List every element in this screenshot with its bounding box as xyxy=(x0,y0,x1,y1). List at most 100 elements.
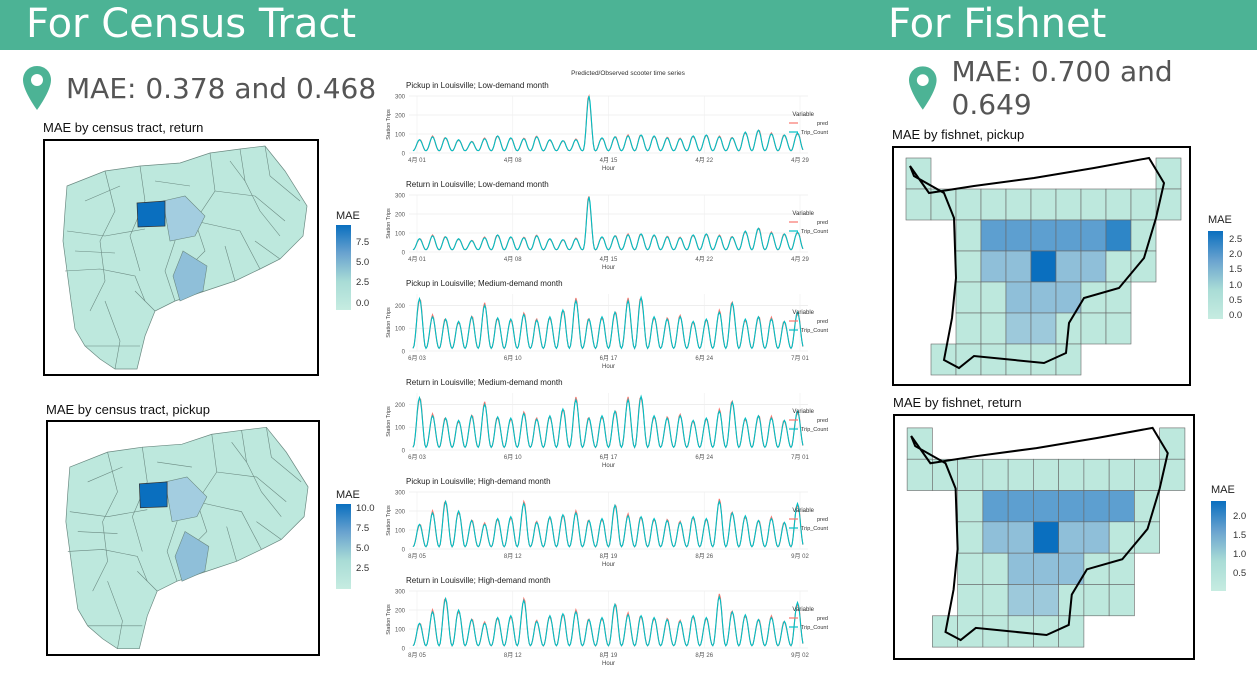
x-tick-label: 4月 29 xyxy=(791,157,809,164)
legend-tick: 2.0 xyxy=(1229,249,1243,260)
tract-high xyxy=(136,200,166,228)
x-axis-label: Hour xyxy=(602,364,615,370)
fishnet-cell xyxy=(1033,490,1059,523)
fishnet-cell xyxy=(1155,157,1182,190)
y-tick-label: 100 xyxy=(395,628,406,634)
fishnet-cell xyxy=(1130,219,1157,252)
fishnet-cell xyxy=(1005,250,1032,283)
time-series-panel: Return in Louisville; Medium-demand mont… xyxy=(386,378,828,469)
legend-label: pred xyxy=(817,616,828,622)
legend-tick: 0.0 xyxy=(356,298,370,309)
fishnet-cell xyxy=(1108,458,1135,491)
y-tick-label: 300 xyxy=(395,491,406,497)
y-axis-label: Station Trips xyxy=(386,406,392,437)
fishnet-cell xyxy=(982,458,1009,491)
x-tick-label: 4月 15 xyxy=(600,256,618,263)
tract-boundary xyxy=(84,185,121,202)
legend-title: Variable xyxy=(792,211,814,217)
x-tick-label: 4月 22 xyxy=(695,157,713,164)
x-tick-label: 4月 15 xyxy=(600,157,618,164)
census-return-legend-title: MAE xyxy=(336,210,360,222)
tract-boundary xyxy=(154,180,191,187)
legend-tick: 0.0 xyxy=(1229,310,1243,321)
legend-label: Trip_Count xyxy=(801,229,828,235)
fishnet-cell xyxy=(1105,188,1132,221)
fishnet-cell xyxy=(1058,490,1085,523)
chart-title: Return in Louisville; Low-demand month xyxy=(406,180,549,189)
chart-title: Pickup in Louisville; Medium-demand mont… xyxy=(406,279,563,288)
fishnet-cell xyxy=(1083,458,1110,491)
fishnet-cell xyxy=(980,281,1007,314)
census-pickup-map-frame xyxy=(46,420,320,656)
chart-title: Return in Louisville; Medium-demand mont… xyxy=(406,378,563,387)
y-tick-label: 0 xyxy=(402,152,406,158)
fishnet-cell xyxy=(1108,490,1135,523)
fishnet-cell xyxy=(1055,250,1082,283)
fishnet-cell xyxy=(1030,188,1057,221)
fishnet-cell xyxy=(1033,521,1059,554)
y-tick-label: 100 xyxy=(395,426,406,432)
time-series-panel: Return in Louisville; Low-demand month 0 1… xyxy=(386,180,828,271)
legend-label: pred xyxy=(817,220,828,226)
legend-tick: 2.5 xyxy=(356,563,370,574)
census-return-title: MAE by census tract, return xyxy=(43,120,204,135)
x-tick-label: 6月 24 xyxy=(695,355,713,362)
fishnet-cell xyxy=(1105,281,1132,314)
census-pickup-legend-bar xyxy=(336,504,351,589)
x-tick-label: 8月 05 xyxy=(408,553,426,560)
fishnet-cell xyxy=(1155,188,1182,221)
series-line-trip-count xyxy=(412,594,804,647)
legend-title: Variable xyxy=(792,310,814,316)
fishnet-cell xyxy=(1033,458,1059,491)
y-tick-label: 200 xyxy=(395,304,406,310)
fishnet-cell xyxy=(1030,250,1057,283)
tract-boundary xyxy=(92,452,118,592)
tract-boundary xyxy=(104,300,121,370)
fishnet-pickup-legend-bar xyxy=(1208,231,1223,319)
x-tick-label: 4月 29 xyxy=(791,256,809,263)
y-tick-label: 0 xyxy=(402,350,406,356)
legend-label: Trip_Count xyxy=(801,427,828,433)
time-series-panel: Pickup in Louisville; High-demand month 0… xyxy=(386,477,828,568)
legend-label: pred xyxy=(817,517,828,523)
x-tick-label: 8月 12 xyxy=(504,652,522,659)
series-line-trip-count xyxy=(412,394,804,449)
legend-tick: 1.0 xyxy=(1229,280,1243,291)
fishnet-cell xyxy=(1083,490,1110,523)
legend-label: pred xyxy=(817,121,828,127)
fishnet-cell xyxy=(957,552,984,585)
y-axis-label: Station Trips xyxy=(386,208,392,239)
series-line-trip-count xyxy=(412,295,804,350)
x-tick-label: 7月 01 xyxy=(791,355,809,362)
y-tick-label: 0 xyxy=(402,251,406,257)
fishnet-cell xyxy=(980,250,1007,283)
tract-boundary xyxy=(67,549,148,582)
chart-title: Pickup in Louisville; High-demand month xyxy=(406,477,551,486)
series-line-pred xyxy=(412,498,804,549)
y-tick-label: 200 xyxy=(395,609,406,615)
fishnet-cell xyxy=(957,490,984,523)
fishnet-cell xyxy=(955,219,982,252)
tract-boundary xyxy=(229,160,246,182)
y-axis-label: Station Trips xyxy=(386,604,392,635)
city-boundary xyxy=(910,426,1169,642)
fishnet-cell xyxy=(1007,458,1034,491)
left-section-title: For Census Tract xyxy=(26,1,357,47)
legend-tick: 1.0 xyxy=(1233,549,1247,560)
tract-boundary xyxy=(134,290,156,312)
fishnet-return-legend-bar xyxy=(1211,501,1226,591)
chart-title: Return in Louisville; High-demand month xyxy=(406,576,551,585)
y-tick-label: 0 xyxy=(402,647,406,653)
fishnet-cell xyxy=(1108,552,1135,585)
x-tick-label: 8月 26 xyxy=(695,553,713,560)
y-tick-label: 200 xyxy=(395,114,406,120)
legend-tick: 7.5 xyxy=(356,523,370,534)
y-tick-label: 300 xyxy=(395,590,406,596)
city-boundary xyxy=(909,156,1166,370)
series-line-pred xyxy=(412,93,804,152)
legend-tick: 10.0 xyxy=(356,503,375,514)
y-axis-label: Station Trips xyxy=(386,505,392,536)
